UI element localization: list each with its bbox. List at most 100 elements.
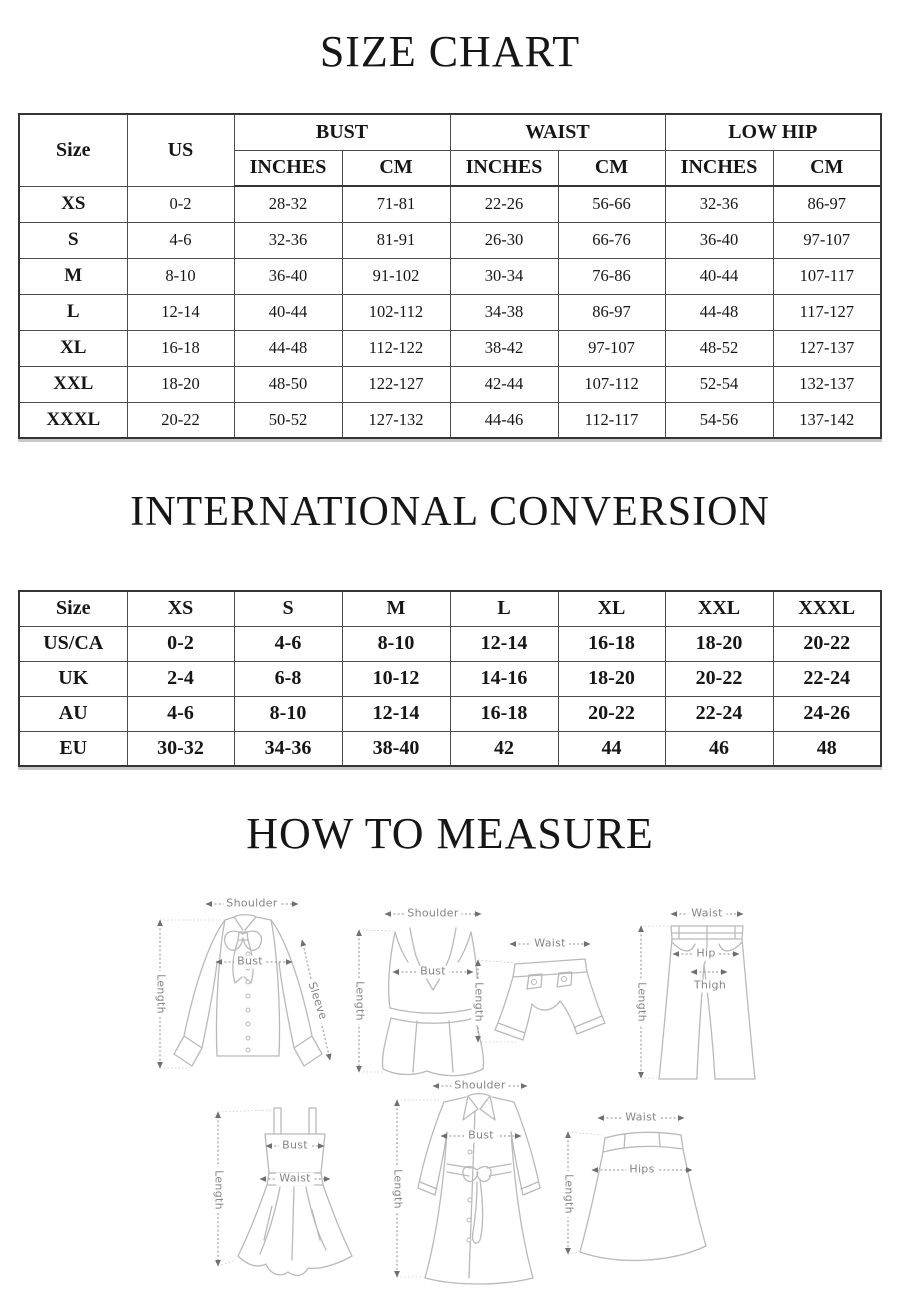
header-cell: XS — [126, 590, 235, 627]
value-cell: 30-34 — [449, 257, 559, 295]
value-cell: 97-107 — [557, 329, 666, 367]
region-cell: EU — [18, 730, 128, 767]
value-cell: 12-14 — [449, 625, 559, 662]
pants-sketch — [638, 911, 756, 1080]
measure-label-length: Length — [352, 978, 366, 1024]
value-cell: 24-26 — [772, 695, 882, 732]
region-cell: UK — [18, 660, 128, 697]
value-cell: 107-112 — [557, 365, 666, 403]
value-cell: 44-48 — [233, 329, 343, 367]
table-row: XL 16-18 44-48 112-122 38-42 97-107 48-5… — [18, 329, 882, 367]
value-cell: 71-81 — [341, 185, 451, 223]
header-cell: US — [126, 113, 235, 187]
value-cell: 86-97 — [772, 185, 882, 223]
value-cell: 127-137 — [772, 329, 882, 367]
measure-label-bust: Bust — [279, 1139, 311, 1153]
header-cell: M — [341, 590, 451, 627]
value-cell: 20-22 — [772, 625, 882, 662]
value-cell: 32-36 — [664, 185, 774, 223]
value-cell: 14-16 — [449, 660, 559, 697]
value-cell: 122-127 — [341, 365, 451, 403]
value-cell: 16-18 — [126, 329, 235, 367]
measure-figures: Shoulder Bust Length Sleeve Shoulder Bus… — [0, 868, 900, 1300]
dress-sketch — [215, 1107, 353, 1277]
measure-label-thigh: Thigh — [690, 979, 730, 993]
value-cell: 48 — [772, 730, 882, 767]
value-cell: 38-42 — [449, 329, 559, 367]
value-cell: 12-14 — [341, 695, 451, 732]
value-cell: 8-10 — [341, 625, 451, 662]
measure-label-hip: Hip — [693, 947, 719, 961]
table-row: EU 30-32 34-36 38-40 42 44 46 48 — [18, 730, 882, 767]
table-row: Size US BUST WAIST LOW HIP — [18, 113, 882, 187]
size-cell: M — [18, 257, 128, 295]
header-cell: Size — [18, 113, 128, 187]
header-cell: XXXL — [772, 590, 882, 627]
value-cell: 127-132 — [341, 401, 451, 439]
table-row: AU 4-6 8-10 12-14 16-18 20-22 22-24 24-2… — [18, 695, 882, 732]
value-cell: 8-10 — [126, 257, 235, 295]
measure-label-hips: Hips — [626, 1163, 658, 1177]
size-cell: L — [18, 293, 128, 331]
region-cell: US/CA — [18, 625, 128, 662]
value-cell: 18-20 — [557, 660, 666, 697]
measure-label-bust: Bust — [465, 1129, 497, 1143]
value-cell: 38-40 — [341, 730, 451, 767]
value-cell: 40-44 — [233, 293, 343, 331]
measure-label-length: Length — [471, 979, 485, 1025]
how-to-measure-title: HOW TO MEASURE — [246, 809, 654, 858]
value-cell: 4-6 — [233, 625, 343, 662]
size-chart-table: Size US BUST WAIST LOW HIP INCHES CM INC… — [18, 113, 883, 439]
value-cell: 91-102 — [341, 257, 451, 295]
coat-illustration: Shoulder Bust Length — [381, 1072, 556, 1292]
value-cell: 112-117 — [557, 401, 666, 439]
value-cell: 76-86 — [557, 257, 666, 295]
value-cell: 18-20 — [126, 365, 235, 403]
value-cell: 42 — [449, 730, 559, 767]
value-cell: 22-24 — [772, 660, 882, 697]
value-cell: 16-18 — [449, 695, 559, 732]
value-cell: 132-137 — [772, 365, 882, 403]
international-conversion-title: INTERNATIONAL CONVERSION — [130, 489, 770, 535]
pants-illustration: Waist Hip Thigh Length — [627, 902, 787, 1087]
value-cell: 6-8 — [233, 660, 343, 697]
value-cell: 8-10 — [233, 695, 343, 732]
shorts-sketch — [475, 941, 606, 1043]
coat-sketch — [394, 1083, 541, 1285]
value-cell: 12-14 — [126, 293, 235, 331]
header-cell: CM — [772, 149, 882, 187]
size-chart-title: SIZE CHART — [319, 27, 581, 76]
value-cell: 18-20 — [664, 625, 774, 662]
value-cell: 40-44 — [664, 257, 774, 295]
value-cell: 22-24 — [664, 695, 774, 732]
table-row: XS 0-2 28-32 71-81 22-26 56-66 32-36 86-… — [18, 185, 882, 223]
header-cell: XL — [557, 590, 666, 627]
value-cell: 97-107 — [772, 221, 882, 259]
value-cell: 32-36 — [233, 221, 343, 259]
value-cell: 36-40 — [233, 257, 343, 295]
measure-label-length: Length — [634, 979, 648, 1025]
value-cell: 16-18 — [557, 625, 666, 662]
value-cell: 66-76 — [557, 221, 666, 259]
header-cell: S — [233, 590, 343, 627]
value-cell: 26-30 — [449, 221, 559, 259]
measure-label-length: Length — [211, 1167, 225, 1213]
value-cell: 22-26 — [449, 185, 559, 223]
value-cell: 42-44 — [449, 365, 559, 403]
header-cell: CM — [557, 149, 666, 187]
size-cell: S — [18, 221, 128, 259]
table-row: XXL 18-20 48-50 122-127 42-44 107-112 52… — [18, 365, 882, 403]
skirt-sketch — [565, 1115, 707, 1262]
measure-label-shoulder: Shoulder — [223, 897, 281, 911]
international-conversion-table: Size XS S M L XL XXL XXXL US/CA 0-2 4-6 … — [18, 590, 882, 767]
value-cell: 20-22 — [126, 401, 235, 439]
header-cell: Size — [18, 590, 128, 627]
header-cell: XXL — [664, 590, 774, 627]
blouse-sketch — [157, 901, 332, 1069]
shorts-illustration: Waist Length — [462, 930, 627, 1065]
region-cell: AU — [18, 695, 128, 732]
value-cell: 36-40 — [664, 221, 774, 259]
blouse-illustration: Shoulder Bust Length Sleeve — [146, 890, 341, 1090]
size-cell: XS — [18, 185, 128, 223]
